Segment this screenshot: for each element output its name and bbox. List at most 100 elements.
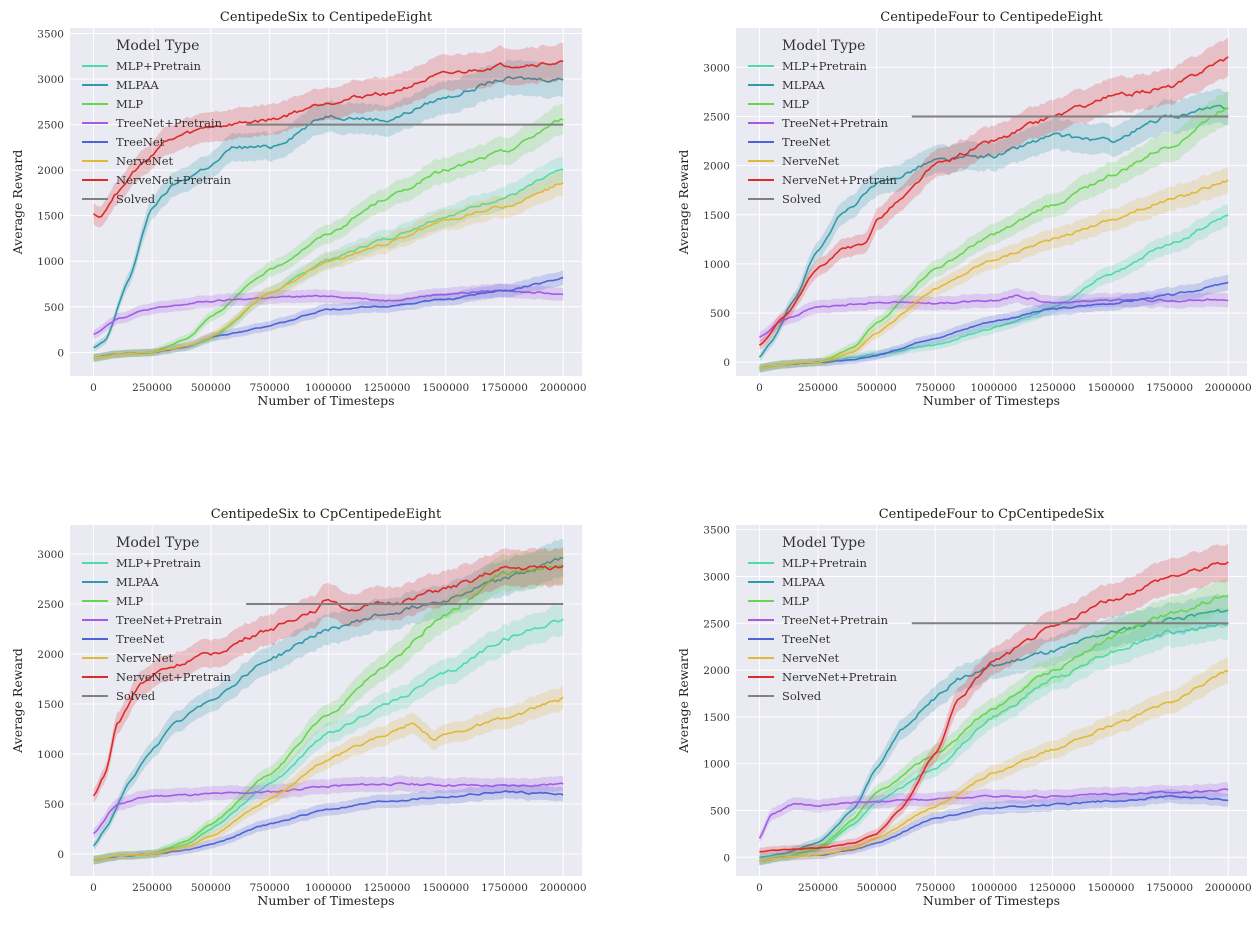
x-tick-label: 500000 [857,882,897,894]
legend-entry-label: TreeNet+Pretrain [782,116,889,130]
legend-entry-label: TreeNet+Pretrain [782,613,889,627]
x-axis-label: Number of Timesteps [257,393,394,408]
series-band-nervenet [93,170,564,362]
legend-entry-label: NerveNet [116,651,174,665]
legend: Model Type MLP+Pretrain MLPAA MLP TreeNet+Pr… [82,38,231,206]
y-tick-label: 500 [710,805,730,817]
legend: Model Type MLP+Pretrain MLPAA MLP TreeNet+Pr… [748,38,897,206]
y-tick-label: 1500 [37,211,64,223]
y-axis-label: Average Reward [10,648,25,754]
series-band-treenet-pretrain [759,782,1229,843]
legend: Model Type MLP+Pretrain MLPAA MLP TreeNet+Pr… [748,535,897,703]
legend-title: Model Type [116,38,199,54]
chart-title: CentipedeSix to CpCentipedeEight [211,507,442,522]
y-tick-label: 1500 [37,699,64,711]
x-tick-label: 0 [90,382,97,394]
legend-entry-label: NerveNet+Pretrain [116,173,231,187]
chart-panel-1: 0 250000 500000 750000 1000000 1250000 1500000… [10,10,587,408]
legend-entry-label: MLP [782,594,809,608]
y-tick-label: 1500 [703,712,730,724]
legend: Model Type MLP+Pretrain MLPAA MLP TreeNet+Pr… [82,535,231,703]
series-line-nervenet-pretrain [92,60,564,218]
series-band-mlp [759,579,1229,865]
x-tick-label: 1250000 [364,382,411,394]
x-tick-label: 250000 [798,382,838,394]
legend-entry-label: MLP [782,97,809,111]
legend-entry-label: NerveNet+Pretrain [782,670,897,684]
y-axis-label: Average Reward [676,150,691,256]
y-tick-label: 1000 [37,749,64,761]
x-tick-label: 2000000 [1205,382,1252,394]
series-line-treenet-pretrain [93,289,564,336]
legend-entry-label: MLP+Pretrain [782,59,867,73]
y-tick-label: 1000 [703,759,730,771]
plot-area [736,525,1247,876]
legend-entry-label: NerveNet+Pretrain [782,173,897,187]
legend-entry-label: MLP [116,97,143,111]
series-band-mlpaa [759,593,1229,862]
series-line-mlp [759,595,1229,862]
legend-entry-label: NerveNet [782,154,840,168]
legend-entry-label: TreeNet [116,632,165,646]
y-tick-label: 3500 [703,525,730,537]
x-axis-label: Number of Timesteps [923,893,1060,908]
series-line-mlpaa [93,75,564,349]
y-tick-label: 1000 [703,259,730,271]
x-tick-label: 750000 [915,882,955,894]
x-tick-label: 1250000 [364,882,411,894]
y-tick-label: 1000 [37,256,64,268]
series-line-mlp-pretrain [759,622,1229,863]
y-tick-label: 3000 [703,62,730,74]
x-axis-label: Number of Timesteps [257,893,394,908]
y-tick-label: 2000 [37,165,64,177]
x-tick-label: 250000 [798,882,838,894]
x-tick-label: 250000 [132,882,172,894]
series-line-mlpaa [759,608,1229,859]
y-tick-label: 3500 [37,28,64,40]
legend-entry-label: Solved [782,192,822,206]
y-tick-label: 2000 [37,649,64,661]
series-line-nervenet-pretrain [758,56,1229,346]
y-tick-label: 2500 [703,618,730,630]
x-tick-label: 0 [90,882,97,894]
series-band-nervenet-pretrain [93,42,564,228]
series-line-nervenet [93,696,564,861]
legend-entry-label: Solved [116,689,156,703]
legend-entry-label: MLPAA [116,78,159,92]
chart-title: CentipedeFour to CentipedeEight [880,10,1103,25]
x-axis-label: Number of Timesteps [923,393,1060,408]
y-tick-label: 2500 [703,111,730,123]
x-tick-label: 0 [756,382,763,394]
series-band-nervenet [759,166,1229,373]
series-layer [92,42,564,362]
series-line-nervenet-pretrain [759,561,1229,853]
x-tick-label: 750000 [250,382,290,394]
series-line-nervenet [93,182,564,359]
x-tick-label: 1750000 [481,382,528,394]
x-tick-label: 1250000 [1029,382,1076,394]
series-line-nervenet [759,669,1229,862]
chart-title: CentipedeFour to CpCentipedeSix [879,507,1105,522]
series-band-nervenet [93,685,564,865]
legend-entry-label: TreeNet [116,135,165,149]
series-band-treenet-pretrain [93,283,564,339]
series-line-mlp [759,107,1229,369]
series-layer [758,543,1229,866]
x-tick-label: 2000000 [1205,882,1252,894]
chart-title: CentipedeSix to CentipedeEight [220,10,433,25]
x-tick-label: 0 [756,882,763,894]
series-band-treenet [759,274,1229,373]
chart-panel-4: 0 250000 500000 750000 1000000 1250000 1500000… [676,507,1252,908]
series-line-mlp-pretrain [759,214,1229,370]
series-band-mlp [93,103,564,362]
legend-entry-label: Solved [116,192,156,206]
x-tick-label: 2000000 [540,382,587,394]
legend-entry-label: NerveNet [782,651,840,665]
series-line-mlp [93,564,564,861]
series-line-treenet-pretrain [759,294,1229,338]
legend-title: Model Type [782,38,865,54]
x-tick-label: 1750000 [481,882,528,894]
x-tick-label: 1000000 [305,382,352,394]
legend-entry-label: NerveNet+Pretrain [116,670,231,684]
